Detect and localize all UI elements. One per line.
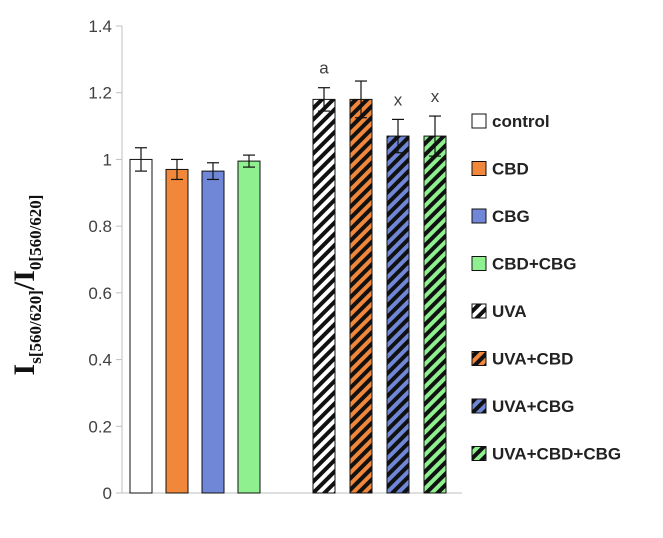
y-axis-label-text: Is[560/620]/I0[560/620] [8, 195, 45, 376]
legend-label: UVA+CBG [492, 397, 574, 416]
y-tick-label: 1.2 [88, 84, 112, 103]
axes: 0 0.2 0.4 0.6 0.8 1 1.2 1.4 [88, 17, 462, 503]
legend-swatch [471, 113, 487, 129]
bar [237, 160, 261, 494]
bars: a x x [129, 59, 447, 494]
legend-swatch [471, 161, 487, 176]
legend-swatch [471, 303, 487, 319]
bar [423, 135, 447, 494]
legend-swatch [471, 208, 487, 224]
significance-label: x [431, 87, 440, 106]
significance-label: a [319, 59, 329, 78]
y-label-mid: /I [8, 270, 41, 291]
y-axis-label: Is[560/620]/I0[560/620] [8, 195, 45, 376]
y-label-sub2: 0[560/620] [26, 195, 45, 271]
legend: control CBD CBG CBD+CBG UVA UVA+CBD UVA+CBG UVA… [471, 112, 621, 464]
y-label-sub1: s[560/620] [26, 290, 45, 364]
legend-label: control [492, 112, 550, 131]
legend-swatch [471, 398, 487, 414]
significance-label: x [394, 90, 403, 109]
legend-swatch [471, 256, 487, 271]
bar [349, 98, 373, 494]
y-tick-label: 1.4 [88, 17, 112, 36]
bar [201, 170, 225, 494]
bar [165, 168, 189, 494]
y-tick-label: 0.6 [88, 284, 112, 303]
y-tick-label: 1 [103, 150, 112, 169]
legend-label: CBG [492, 207, 530, 226]
bar [312, 98, 336, 494]
y-tick-label: 0.2 [88, 417, 112, 436]
legend-label: CBD+CBG [492, 255, 577, 274]
legend-label: UVA+CBD [492, 350, 573, 369]
legend-label: CBD [492, 160, 529, 179]
legend-swatch [471, 351, 487, 366]
y-label-main: I [8, 364, 41, 376]
bar [129, 158, 153, 494]
y-tick-label: 0.8 [88, 217, 112, 236]
legend-swatch [471, 446, 487, 461]
legend-label: UVA+CBD+CBG [492, 445, 621, 464]
y-tick-label: 0 [103, 484, 112, 503]
legend-label: UVA [492, 302, 527, 321]
bar [386, 135, 410, 494]
y-tick-label: 0.4 [88, 351, 112, 370]
